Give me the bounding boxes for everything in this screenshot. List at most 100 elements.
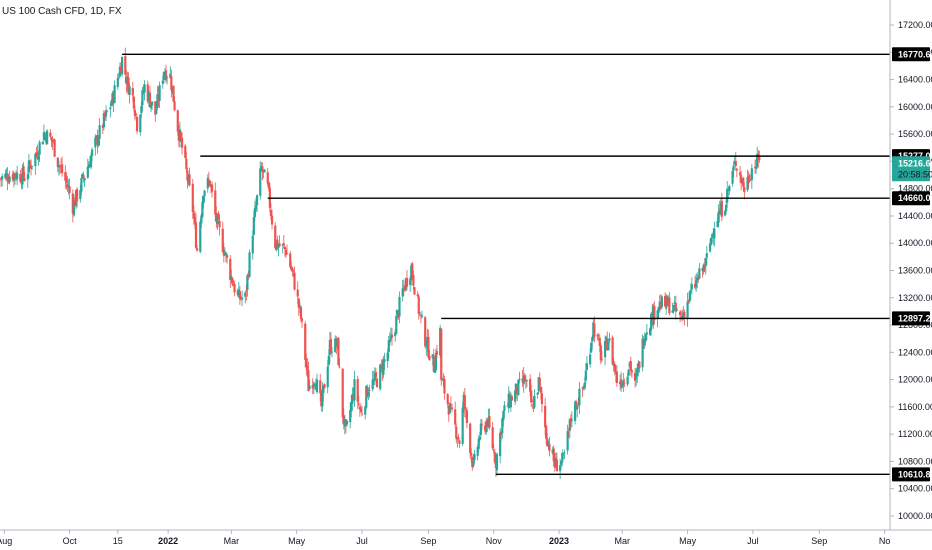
candle-body [735, 168, 738, 171]
candle [536, 392, 539, 399]
candle [1, 173, 4, 187]
candle-body [80, 177, 83, 192]
candle-body [611, 337, 614, 365]
candle [312, 381, 315, 395]
candle-body [162, 72, 165, 81]
candle-body [688, 291, 691, 302]
y-tick-label: 11200.00 [898, 429, 932, 439]
candle [221, 221, 224, 253]
price-line-tag [892, 47, 930, 62]
candle-body [390, 334, 394, 338]
candle-body [756, 153, 759, 168]
candle [502, 410, 505, 427]
candle [233, 280, 236, 296]
candle-body [139, 114, 142, 133]
candle [345, 419, 349, 427]
candle [711, 232, 714, 243]
candle-body [261, 166, 264, 172]
candle [143, 80, 146, 101]
candle-body [360, 413, 364, 415]
candle [420, 310, 424, 319]
candle-body [300, 318, 304, 322]
candle-body [495, 453, 499, 471]
candle [510, 394, 514, 401]
candle-body [380, 363, 383, 365]
candle [388, 332, 391, 347]
candle-body [476, 446, 479, 456]
candle-body [86, 166, 89, 178]
candles-layer [0, 47, 761, 479]
candle-body [674, 302, 677, 312]
candle [222, 242, 225, 263]
candle [576, 402, 579, 418]
candle-body [158, 84, 161, 101]
candle-body [746, 177, 749, 191]
candle-body [291, 267, 294, 271]
candle-body [253, 207, 256, 218]
candle-body [202, 196, 205, 204]
candle-body [217, 213, 220, 220]
candle [293, 266, 296, 291]
candle-body [644, 334, 647, 341]
candle [401, 280, 404, 302]
last-price-label: 15216.66 [898, 158, 932, 168]
candle-body [263, 170, 266, 173]
candle [611, 335, 614, 365]
candle-body [678, 311, 682, 316]
candle [731, 168, 734, 187]
candle-body [210, 184, 214, 192]
y-tick-label: 12400.00 [898, 347, 932, 357]
candle [240, 290, 244, 307]
candle-body [79, 190, 82, 200]
candle-body [284, 249, 288, 255]
candle-body [743, 187, 746, 193]
candle [672, 304, 675, 315]
candle-body [367, 391, 370, 396]
candle [620, 371, 623, 392]
candle-body [675, 309, 678, 311]
chart-title: US 100 Cash CFD, 1D, FX [2, 6, 122, 17]
candle [338, 358, 341, 369]
candle-body [161, 80, 164, 84]
price-line-tag-label: 15277.05 [898, 151, 932, 161]
candle-body [214, 190, 217, 215]
candle [199, 219, 202, 254]
candle-body [683, 312, 686, 318]
candle-body [613, 364, 616, 372]
candle-body [689, 290, 692, 292]
candle-body [194, 222, 198, 248]
candle [443, 375, 446, 400]
candle-body [94, 137, 97, 148]
candle-body [432, 355, 435, 372]
candle [300, 317, 304, 328]
candle [428, 350, 431, 361]
candle-body [596, 334, 599, 337]
x-tick-label: Sep [420, 536, 436, 546]
candle [449, 396, 452, 409]
y-tick-label: 16400.00 [898, 75, 932, 85]
y-tick-label: 13600.00 [898, 266, 932, 276]
candle [195, 244, 199, 252]
y-tick-label: 11600.00 [898, 402, 932, 412]
candle [398, 291, 401, 324]
candle-body [703, 266, 706, 269]
candle-body [141, 90, 144, 105]
candle-body [630, 370, 633, 373]
candle [530, 384, 533, 408]
candle [8, 170, 11, 185]
candle [248, 249, 251, 279]
candle-body [499, 432, 502, 457]
candle-body [577, 405, 580, 407]
candle [229, 255, 232, 288]
candle [698, 262, 701, 280]
candle [743, 182, 746, 200]
candle [120, 56, 124, 78]
candle [548, 436, 551, 457]
candle-body [188, 174, 191, 185]
candle-body [326, 366, 329, 388]
candle [53, 138, 56, 158]
candle-body [525, 380, 529, 382]
candle-body [364, 406, 367, 415]
candle-body [72, 200, 75, 216]
candle-body [98, 125, 101, 139]
